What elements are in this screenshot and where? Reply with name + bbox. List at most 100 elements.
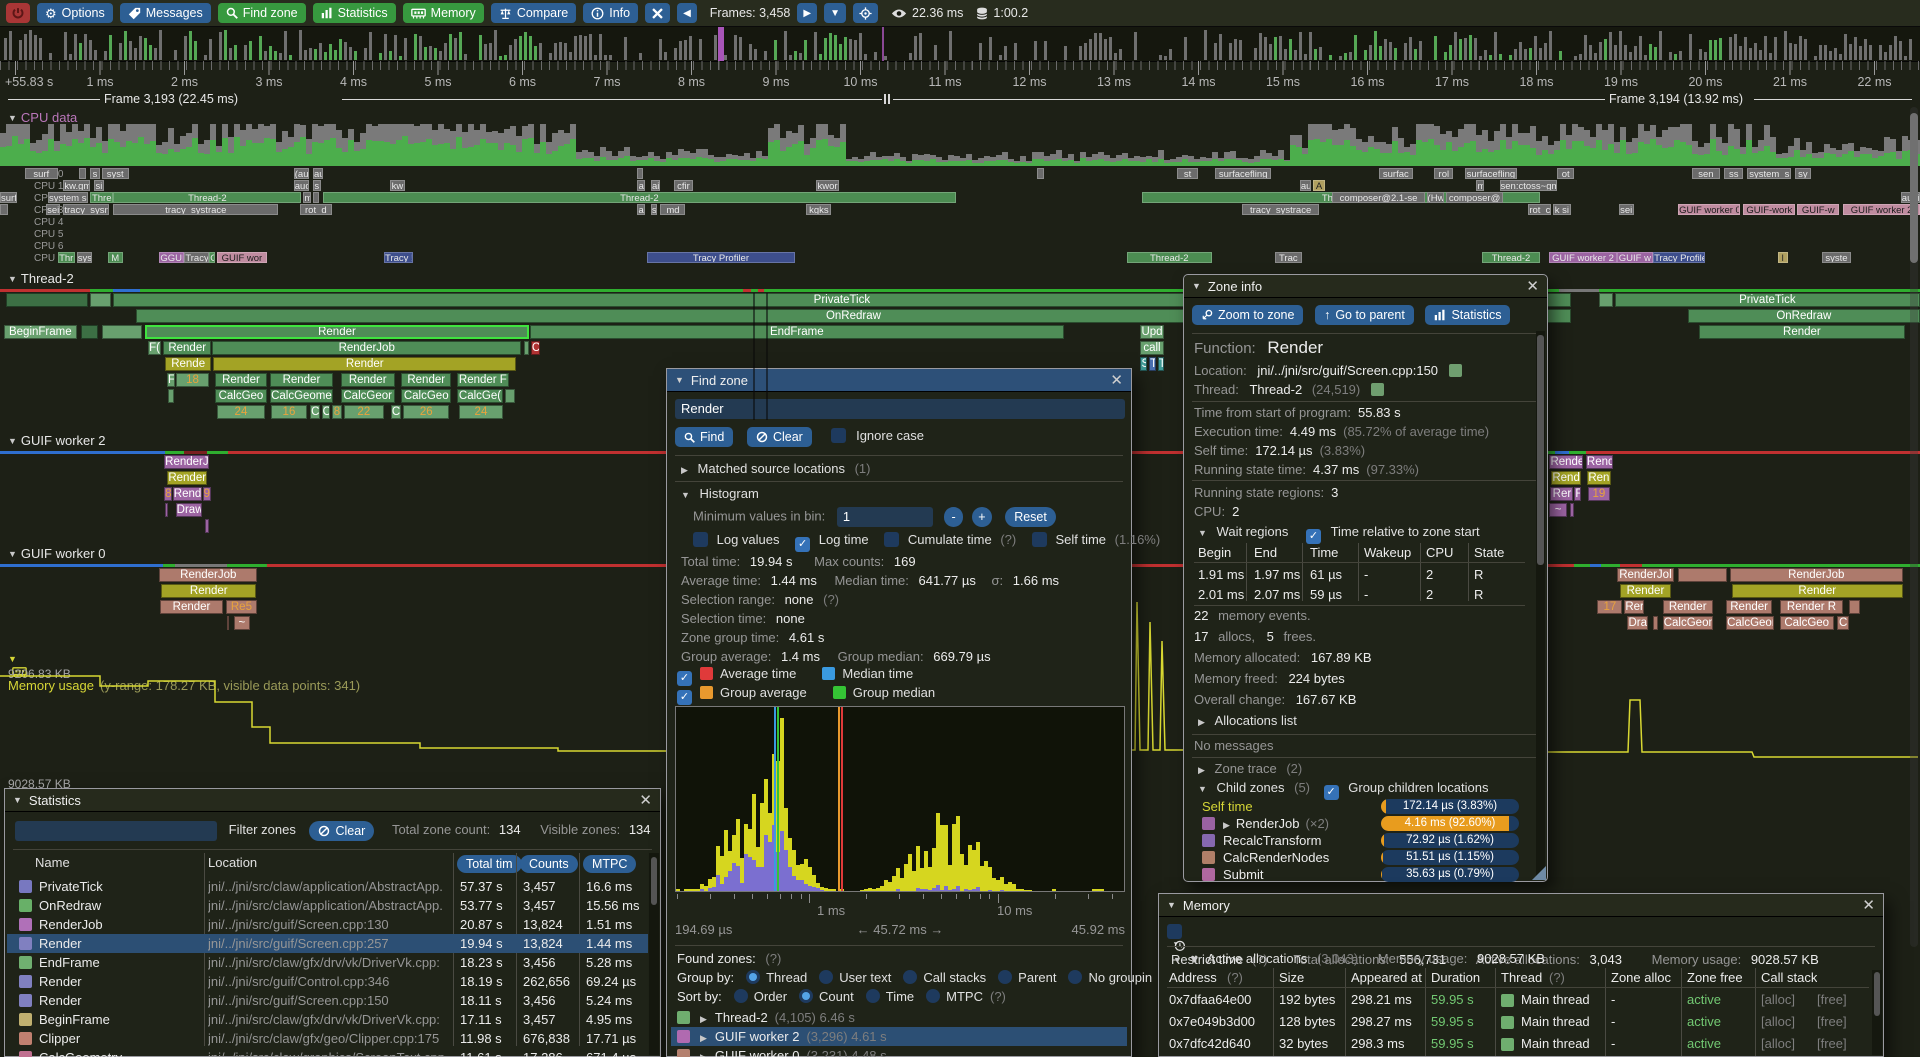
cpu-zone[interactable]: Tracy	[184, 252, 210, 263]
timeline-zone[interactable]	[5, 293, 89, 307]
options-button[interactable]: ⚙ Options	[37, 3, 113, 23]
timeline-zone[interactable]: 8	[332, 405, 342, 419]
timeline-zone[interactable]: 8	[164, 487, 172, 501]
radio-user-text[interactable]	[819, 970, 834, 984]
memory-column-appeared-at[interactable]: Appeared at	[1351, 970, 1422, 985]
cpu-zone[interactable]: Thread-2	[113, 192, 302, 203]
cpu-zone[interactable]: au	[1299, 180, 1312, 191]
cpu-zone[interactable]: Thread-2	[1127, 252, 1212, 263]
legend-checkbox[interactable]: ✓	[677, 690, 692, 705]
cpu-zone[interactable]: A	[1313, 180, 1325, 191]
memory-scrollbar[interactable]	[1874, 972, 1880, 1016]
thread-header[interactable]: ▼ GUIF worker 0	[8, 546, 105, 561]
timeline-zone[interactable]: Rer	[1550, 487, 1574, 501]
cpu-zone[interactable]: k si	[1553, 204, 1571, 215]
timeline-zone[interactable]: RenderJob	[1729, 568, 1903, 582]
memory-column-duration[interactable]: Duration	[1431, 970, 1481, 985]
timeline-zone[interactable]: Render	[269, 373, 334, 387]
statistics-row[interactable]: BeginFrame jni/../jni/src/claw/gfx/drv/vk…	[7, 1010, 648, 1029]
cpu-zone[interactable]: au	[637, 204, 646, 215]
timeline-zone[interactable]: Render	[1731, 584, 1903, 598]
min-bin-input[interactable]: 1	[836, 507, 933, 527]
statistics-row[interactable]: Clipper jni/../jni/src/claw/gfx/geo/Clipp…	[7, 1029, 648, 1048]
cpu-zone[interactable]: m	[1476, 180, 1485, 191]
cpu-zone[interactable]: ot	[1557, 168, 1575, 179]
statistics-row[interactable]: CalcGeometryjni/../jni/src/claw/graphics…	[7, 1048, 648, 1057]
clear-filter-button[interactable]: Clear	[309, 821, 375, 841]
collapse-triangle-icon[interactable]: ▼	[13, 795, 22, 805]
cpu-zone[interactable]: Trac	[1274, 252, 1302, 263]
expand-triangle-icon[interactable]: ▶	[1198, 765, 1205, 775]
cpu-zone[interactable]: tracy_systrace	[113, 204, 279, 215]
cpu-zone[interactable]: Tracy Profiler	[1653, 252, 1705, 263]
find-zone-button[interactable]: Find zone	[217, 3, 306, 23]
cpu-zone[interactable]: syste	[1822, 252, 1851, 263]
timeline-zone[interactable]: call	[1140, 341, 1164, 355]
statistics-row[interactable]: Render jni/../jni/src/guif/Control.cpp:34…	[7, 972, 648, 991]
cpu-zone[interactable]: sen:ctoss~gms	[1499, 180, 1558, 191]
cpu-zone[interactable]: aud	[293, 180, 310, 191]
column-mtpc[interactable]: MTPC	[583, 855, 637, 873]
cpu-zone[interactable]: kwor	[816, 180, 840, 191]
memory-titlebar[interactable]: ▼ Memory ✕	[1159, 894, 1883, 917]
cpu-zone[interactable]: Thre	[90, 192, 114, 203]
tools-button[interactable]	[645, 3, 671, 23]
close-icon[interactable]: ✕	[1862, 896, 1875, 914]
expand-triangle-icon[interactable]: ▶	[700, 1033, 707, 1043]
active-allocations-section[interactable]: Active allocations	[1206, 951, 1308, 966]
cpu-zone[interactable]: GUIF worker 2	[1843, 204, 1920, 215]
cpu-zone[interactable]: sei	[1618, 204, 1634, 215]
thread-header[interactable]: ▼ Thread-2	[8, 271, 74, 286]
radio-time[interactable]	[865, 989, 880, 1003]
timeline-zone[interactable]: Render	[167, 471, 208, 485]
timeline-zone[interactable]	[1599, 293, 1613, 307]
close-icon[interactable]: ✕	[1526, 277, 1539, 295]
cpu-zone[interactable]: s	[90, 168, 100, 179]
cpu-zone[interactable]: kgks	[806, 204, 832, 215]
radio-no-groupin[interactable]	[1068, 970, 1083, 984]
find-zone-histogram[interactable]	[675, 706, 1125, 892]
timeline-ruler[interactable]: +55.83 s 1 ms 2 ms 3 ms 4 ms 5 ms 6 ms 7 ms 8 m…	[0, 61, 1920, 92]
cpu-zone[interactable]: GGUIF	[159, 252, 185, 263]
cpu-zone[interactable]: GUIF wor	[216, 252, 267, 263]
timeline-zone[interactable]: RenderJob	[159, 568, 258, 582]
compare-button[interactable]: Compare	[490, 3, 577, 23]
collapse-triangle-icon[interactable]: ▼	[1173, 955, 1182, 965]
timeline-zone[interactable]: Dra	[1627, 616, 1649, 630]
legend-checkbox[interactable]: ✓	[677, 671, 692, 686]
cpu-zone[interactable]	[1036, 168, 1045, 179]
log-time-checkbox[interactable]: ✓	[795, 537, 811, 552]
find-button[interactable]: Find	[675, 427, 734, 447]
timeline-zone[interactable]: C	[530, 341, 541, 355]
cpu-zone[interactable]: rot_d	[299, 204, 333, 215]
cpu-zone[interactable]: l	[1777, 252, 1788, 263]
timeline-zone[interactable]	[205, 519, 210, 533]
filter-input[interactable]	[15, 821, 217, 841]
timeline-zone[interactable]: Render	[213, 357, 517, 371]
statistics-row[interactable]: RenderJob jni/../jni/src/guif/Screen.cpp:…	[7, 915, 648, 934]
timeline-zone[interactable]: Draw	[175, 503, 202, 517]
timeline-zone[interactable]	[80, 325, 98, 339]
close-icon[interactable]: ✕	[639, 791, 652, 809]
collapse-triangle-icon[interactable]: ▼	[1167, 900, 1176, 910]
matched-source-locations[interactable]: Matched source locations	[697, 461, 845, 476]
expand-triangle-icon[interactable]: ▶	[681, 465, 688, 475]
timeline-zone[interactable]	[90, 293, 112, 307]
crosshair-button[interactable]	[853, 3, 878, 23]
timeline-zone[interactable]: CalcGeor	[340, 389, 395, 403]
timeline-zone[interactable]: F	[1574, 487, 1582, 501]
child-zone-row[interactable]: CalcRenderNodes	[1202, 850, 1533, 866]
statistics-button[interactable]: Statistics	[312, 3, 396, 23]
ignore-case-checkbox[interactable]	[831, 428, 847, 444]
timeline-zone[interactable]: RenderJol	[164, 455, 210, 469]
cpu-zone[interactable]: m	[303, 192, 312, 203]
cpu-zone[interactable]: surf	[24, 168, 58, 179]
memory-allocation-row[interactable]: 0x7dfc42d640 32 bytes 298.3 ms 59.95 s Main …	[1169, 1036, 1847, 1051]
timeline-zone[interactable]: C	[390, 405, 402, 419]
cpu-zone[interactable]: rol	[1434, 168, 1454, 179]
timeline-zone[interactable]: Render	[163, 341, 212, 355]
timeline-zone[interactable]: Render	[1726, 600, 1773, 614]
histogram-section[interactable]: Histogram	[699, 486, 759, 501]
timeline-zone[interactable]: OnRedraw	[1687, 309, 1920, 323]
memory-allocation-row[interactable]: 0x7dfaa64e00 192 bytes 298.21 ms 59.95 s Mai…	[1169, 992, 1847, 1007]
